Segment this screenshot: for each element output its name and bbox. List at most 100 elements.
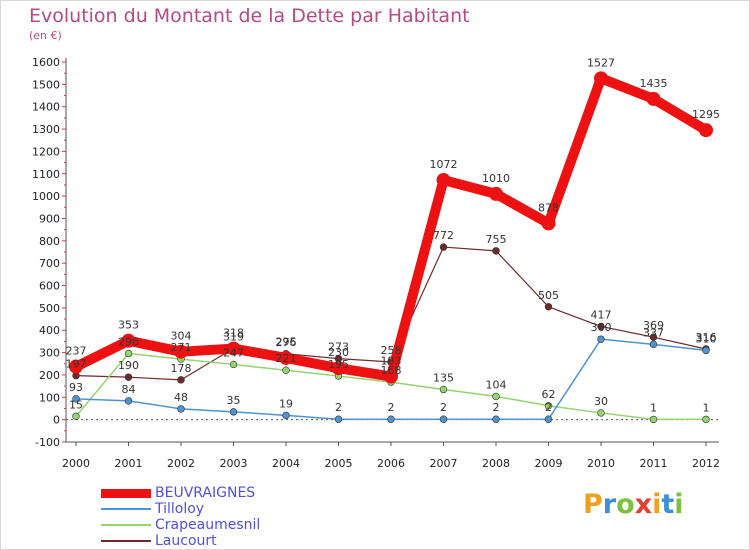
data-label: 2 bbox=[335, 401, 342, 414]
data-point bbox=[544, 402, 553, 410]
data-point bbox=[177, 376, 185, 384]
data-point bbox=[492, 392, 500, 401]
data-point bbox=[279, 350, 293, 365]
data-label: 62 bbox=[542, 388, 556, 401]
data-point bbox=[597, 335, 605, 343]
y-tick-label: 300 bbox=[39, 347, 60, 360]
data-label: 1527 bbox=[587, 56, 615, 69]
legend-swatch bbox=[101, 508, 151, 510]
x-tick-label: 2004 bbox=[272, 457, 300, 470]
y-tick-label: 500 bbox=[39, 302, 60, 315]
data-label: 505 bbox=[538, 289, 559, 302]
x-tick-label: 2008 bbox=[482, 457, 510, 470]
proxiti-logo: Proxiti bbox=[583, 489, 684, 520]
legend-swatch bbox=[101, 488, 151, 498]
data-point bbox=[649, 333, 658, 341]
data-point bbox=[282, 366, 290, 374]
legend-swatch bbox=[101, 540, 151, 542]
data-label: 360 bbox=[591, 321, 612, 334]
x-tick-label: 2010 bbox=[587, 457, 615, 470]
series-layer bbox=[69, 71, 713, 424]
x-tick-label: 2012 bbox=[692, 457, 720, 470]
y-tick-label: 1400 bbox=[32, 101, 60, 114]
data-label: 318 bbox=[223, 327, 244, 340]
data-label: 337 bbox=[643, 326, 664, 339]
data-point bbox=[334, 415, 343, 423]
data-label: 1 bbox=[650, 401, 657, 414]
data-point bbox=[541, 216, 556, 231]
data-label: 35 bbox=[227, 394, 241, 407]
data-label: 271 bbox=[171, 341, 192, 354]
data-point bbox=[492, 415, 500, 423]
data-label: 104 bbox=[486, 378, 507, 391]
data-label: 30 bbox=[594, 395, 608, 408]
x-tick-label: 2003 bbox=[220, 457, 248, 470]
data-point bbox=[124, 397, 133, 405]
data-point bbox=[597, 322, 605, 331]
logo-letter: x bbox=[634, 489, 653, 520]
data-point bbox=[384, 369, 398, 384]
legend-label: Laucourt bbox=[155, 533, 217, 549]
chart-title: Evolution du Montant de la Dette par Hab… bbox=[29, 5, 470, 27]
data-label: 93 bbox=[69, 381, 83, 394]
data-label: 276 bbox=[276, 336, 297, 349]
y-tick-label: 600 bbox=[39, 280, 60, 293]
data-point bbox=[226, 341, 241, 356]
logo-letter: i bbox=[674, 489, 684, 520]
y-tick-label: 800 bbox=[39, 235, 60, 248]
data-label: 221 bbox=[276, 352, 297, 365]
data-label: 2 bbox=[440, 401, 447, 414]
data-label: 2 bbox=[545, 401, 552, 414]
data-point bbox=[177, 405, 185, 413]
data-label: 2 bbox=[388, 401, 395, 414]
data-label: 417 bbox=[591, 308, 612, 321]
data-point bbox=[699, 123, 713, 138]
data-label: 193 bbox=[381, 355, 402, 368]
y-tick-label: 900 bbox=[39, 212, 60, 225]
data-label: 316 bbox=[696, 331, 717, 344]
x-tick-label: 2011 bbox=[640, 457, 668, 470]
data-label: 135 bbox=[433, 371, 454, 384]
y-tick-label: 100 bbox=[39, 391, 60, 404]
series-tilloloy bbox=[72, 335, 710, 423]
data-label: 295 bbox=[276, 336, 297, 349]
y-tick-label: 400 bbox=[39, 324, 60, 337]
x-tick-label: 2006 bbox=[377, 457, 405, 470]
series-beuvraignes bbox=[69, 71, 713, 384]
data-label: 190 bbox=[118, 359, 139, 372]
data-label: 304 bbox=[171, 330, 192, 343]
data-point bbox=[544, 303, 553, 311]
data-label: 197 bbox=[66, 358, 87, 371]
data-label: 168 bbox=[381, 364, 402, 377]
data-label: 19 bbox=[279, 397, 293, 410]
y-tick-label: 1100 bbox=[32, 168, 60, 181]
data-point bbox=[492, 247, 500, 255]
data-label: 48 bbox=[174, 391, 188, 404]
y-tick-label: 1500 bbox=[32, 78, 60, 91]
data-label: 1010 bbox=[482, 172, 510, 185]
data-point bbox=[439, 243, 448, 251]
data-label: 353 bbox=[118, 319, 139, 332]
logo-letter: i bbox=[652, 489, 662, 520]
y-tick-label: 700 bbox=[39, 257, 60, 270]
data-label: 178 bbox=[171, 362, 192, 375]
data-label: 247 bbox=[223, 346, 244, 359]
legend-label: BEUVRAIGNES bbox=[155, 485, 256, 501]
logo-letter: t bbox=[661, 489, 675, 520]
x-tick-label: 2000 bbox=[62, 457, 90, 470]
data-point bbox=[229, 408, 238, 416]
data-label: 258 bbox=[381, 344, 402, 357]
data-point bbox=[121, 333, 136, 348]
data-label: 878 bbox=[538, 201, 559, 214]
x-tick-label: 2007 bbox=[430, 457, 458, 470]
data-label: 273 bbox=[328, 341, 349, 354]
data-point bbox=[544, 415, 553, 423]
logo-letter: o bbox=[616, 489, 635, 520]
data-point bbox=[387, 415, 395, 423]
data-label: 1295 bbox=[692, 108, 720, 121]
data-label: 319 bbox=[223, 330, 244, 343]
data-point bbox=[649, 340, 658, 349]
